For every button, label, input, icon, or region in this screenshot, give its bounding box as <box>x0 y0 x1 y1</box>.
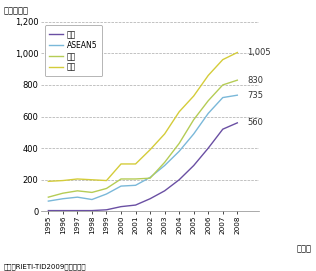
Text: 1,005: 1,005 <box>247 48 271 57</box>
台湾 <box>61 209 65 212</box>
Text: 735: 735 <box>247 91 264 100</box>
日本 <box>90 178 94 181</box>
Line: 台湾: 台湾 <box>48 123 237 211</box>
Text: （億ドル）: （億ドル） <box>3 7 28 16</box>
台湾 <box>105 208 108 211</box>
ASEAN5 <box>235 93 239 97</box>
日本 <box>192 94 196 98</box>
日本 <box>221 58 225 61</box>
ASEAN5 <box>46 199 50 203</box>
韓国 <box>177 142 181 145</box>
日本 <box>134 162 137 166</box>
ASEAN5 <box>192 132 196 136</box>
日本 <box>163 132 167 136</box>
韓国 <box>61 192 65 195</box>
韓国 <box>221 83 225 86</box>
ASEAN5 <box>148 176 152 179</box>
ASEAN5 <box>206 112 210 115</box>
Line: ASEAN5: ASEAN5 <box>48 95 237 201</box>
台湾 <box>134 204 137 207</box>
ASEAN5 <box>61 197 65 200</box>
日本 <box>119 162 123 166</box>
台湾 <box>76 209 79 212</box>
韓国 <box>235 79 239 82</box>
韓国 <box>105 187 108 190</box>
Line: 日本: 日本 <box>48 53 237 181</box>
台湾 <box>119 205 123 208</box>
韓国 <box>163 161 167 164</box>
日本 <box>177 110 181 113</box>
日本 <box>76 177 79 180</box>
日本 <box>235 51 239 54</box>
ASEAN5 <box>90 198 94 201</box>
Text: 830: 830 <box>247 76 264 85</box>
台湾 <box>148 197 152 200</box>
Text: （年）: （年） <box>296 244 311 253</box>
日本 <box>46 180 50 183</box>
日本 <box>105 179 108 182</box>
日本 <box>148 148 152 151</box>
Text: 資料：RIETI-TID2009から作成。: 資料：RIETI-TID2009から作成。 <box>3 263 86 270</box>
韓国 <box>134 177 137 180</box>
台湾 <box>46 209 50 212</box>
日本 <box>61 179 65 182</box>
Line: 韓国: 韓国 <box>48 80 237 197</box>
ASEAN5 <box>221 96 225 99</box>
ASEAN5 <box>105 192 108 196</box>
Legend: 台湾, ASEAN5, 韓国, 日本: 台湾, ASEAN5, 韓国, 日本 <box>45 25 102 76</box>
日本 <box>206 74 210 77</box>
韓国 <box>46 196 50 199</box>
台湾 <box>221 128 225 131</box>
韓国 <box>76 189 79 192</box>
ASEAN5 <box>76 196 79 199</box>
ASEAN5 <box>134 184 137 187</box>
韓国 <box>148 177 152 180</box>
ASEAN5 <box>177 150 181 153</box>
ASEAN5 <box>119 185 123 188</box>
台湾 <box>177 178 181 181</box>
台湾 <box>192 164 196 167</box>
韓国 <box>206 99 210 102</box>
台湾 <box>206 147 210 150</box>
韓国 <box>90 191 94 194</box>
台湾 <box>163 189 167 192</box>
韓国 <box>119 177 123 180</box>
台湾 <box>90 209 94 212</box>
ASEAN5 <box>163 164 167 167</box>
台湾 <box>235 121 239 124</box>
韓国 <box>192 118 196 121</box>
Text: 560: 560 <box>247 118 263 127</box>
